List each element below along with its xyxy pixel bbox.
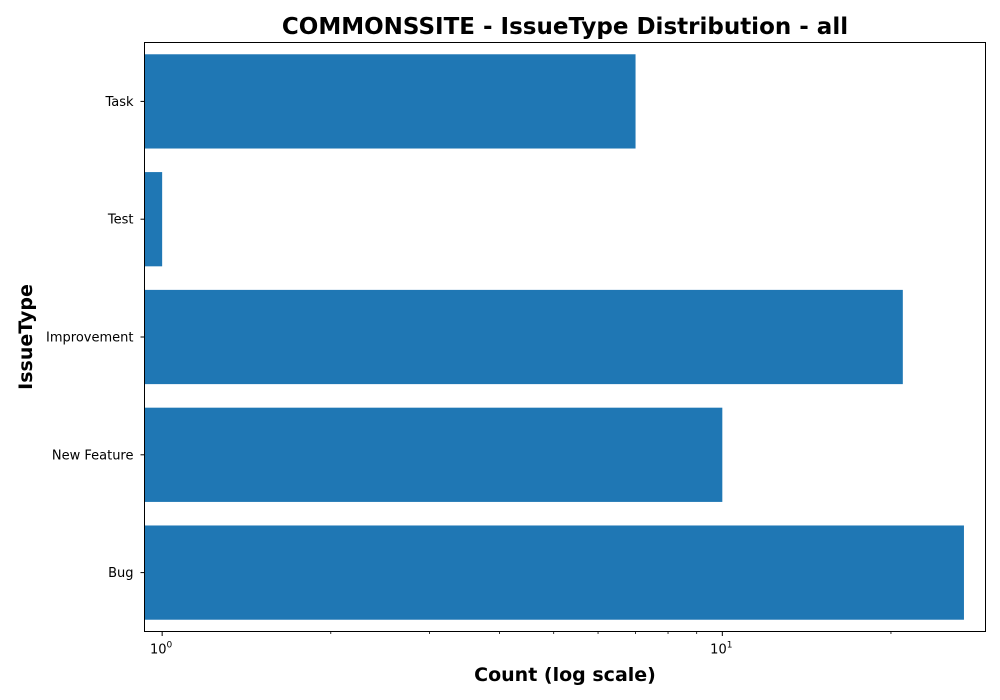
x-tick-base: 10 <box>150 643 167 658</box>
y-tick-label: Bug <box>108 566 133 581</box>
plot-frame <box>144 42 986 632</box>
y-tick-label: New Feature <box>52 448 134 463</box>
x-tick-exponent: 0 <box>167 641 173 651</box>
y-tick-label: Task <box>104 95 134 110</box>
bars-group <box>144 54 964 620</box>
bar-new-feature <box>144 407 723 502</box>
y-axis-label: IssueType <box>15 284 37 390</box>
x-ticks-group: 100 101 <box>150 631 892 658</box>
x-tick-base: 10 <box>710 643 727 658</box>
x-tick-label: 100 <box>150 641 173 658</box>
bar-bug <box>144 525 964 620</box>
y-tick-label: Improvement <box>46 331 133 346</box>
chart-title: COMMONSSITE - IssueType Distribution - a… <box>282 14 848 40</box>
bar-task <box>144 54 636 149</box>
x-tick-exponent: 1 <box>727 641 733 651</box>
y-ticks-group: Bug New Feature Improvement Test Task <box>46 95 145 581</box>
y-tick-label: Test <box>107 213 134 228</box>
bar-test <box>144 172 163 267</box>
bar-improvement <box>144 289 903 385</box>
x-axis-label: Count (log scale) <box>474 664 656 686</box>
x-tick-label: 101 <box>710 641 732 658</box>
